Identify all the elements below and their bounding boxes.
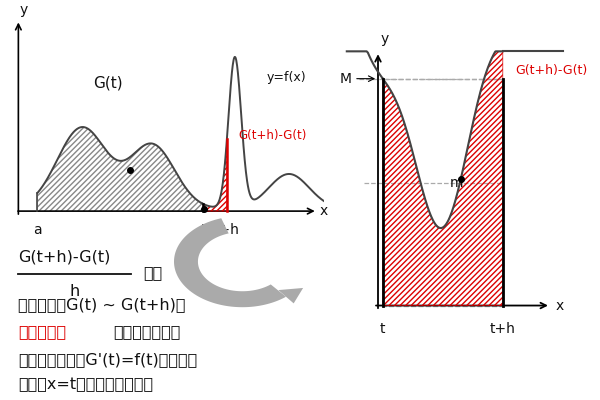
Text: x: x <box>556 298 564 312</box>
Text: その極限が微分G'(t)=f(t)であり、: その極限が微分G'(t)=f(t)であり、 <box>19 352 198 367</box>
Text: 曲線の高さG(t) ~ G(t+h)の: 曲線の高さG(t) ~ G(t+h)の <box>19 297 186 312</box>
Text: G(t): G(t) <box>92 76 122 91</box>
Text: h: h <box>70 284 80 299</box>
Text: y: y <box>380 32 389 46</box>
Text: t: t <box>200 223 206 237</box>
Text: G(t+h)-G(t): G(t+h)-G(t) <box>515 64 587 77</box>
Text: y: y <box>20 3 28 17</box>
Text: は、: は、 <box>143 265 163 280</box>
Polygon shape <box>174 218 286 307</box>
Polygon shape <box>278 288 303 303</box>
Text: x: x <box>319 204 328 218</box>
Text: G(t+h)-G(t): G(t+h)-G(t) <box>238 129 307 142</box>
Text: t+h: t+h <box>490 322 516 336</box>
Text: m: m <box>450 176 464 190</box>
Text: 切り口x=tの高さでもある。: 切り口x=tの高さでもある。 <box>19 377 154 392</box>
Text: t+h: t+h <box>214 223 240 237</box>
Text: を表している。: を表している。 <box>113 324 181 340</box>
Text: t: t <box>380 322 386 336</box>
Text: y=f(x): y=f(x) <box>266 71 307 84</box>
Text: a: a <box>33 223 42 237</box>
Text: G(t+h)-G(t): G(t+h)-G(t) <box>19 250 111 265</box>
Text: 平均の高さ: 平均の高さ <box>19 324 67 340</box>
Text: M: M <box>340 72 352 86</box>
